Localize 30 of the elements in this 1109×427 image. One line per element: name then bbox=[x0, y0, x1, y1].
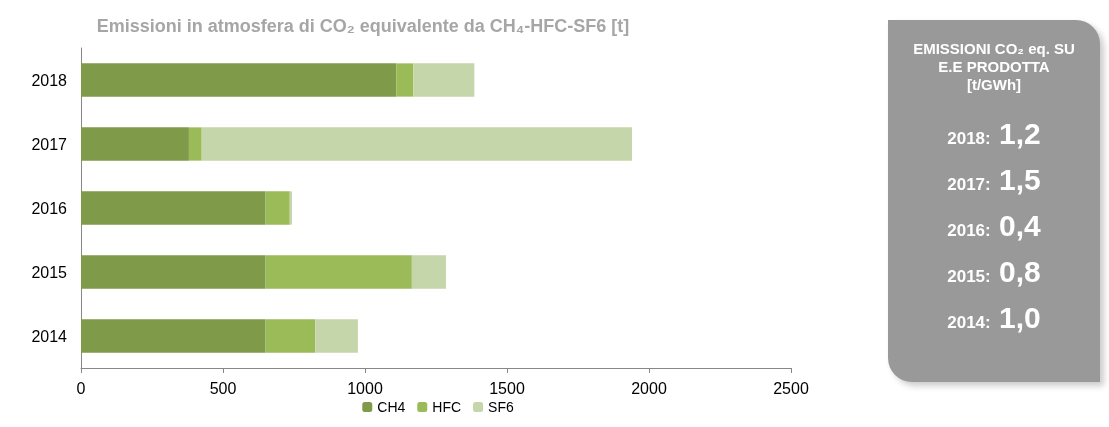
bar bbox=[265, 255, 412, 289]
bar bbox=[396, 63, 414, 97]
bar bbox=[81, 127, 189, 161]
bar bbox=[315, 319, 358, 353]
bar bbox=[81, 319, 266, 353]
bar bbox=[413, 63, 475, 97]
legend-label: HFC bbox=[432, 399, 462, 415]
bar bbox=[81, 63, 397, 97]
bar bbox=[81, 255, 266, 289]
y-tick-label: 2018 bbox=[31, 71, 68, 89]
bar bbox=[201, 127, 632, 161]
bar bbox=[188, 127, 202, 161]
bar bbox=[265, 191, 290, 225]
y-tick-label: 2016 bbox=[31, 199, 68, 217]
bar bbox=[411, 255, 446, 289]
x-tick-label: 1000 bbox=[347, 379, 383, 397]
x-tick-label: 500 bbox=[209, 379, 237, 397]
legend-label: CH4 bbox=[377, 399, 406, 415]
legend-label: SF6 bbox=[488, 399, 514, 415]
x-tick-label: 2000 bbox=[631, 379, 667, 397]
chart-title: Emissioni in atmosfera di CO₂ equivalente da CH₄-HFC-SF6 [t] bbox=[96, 16, 630, 36]
y-tick-label: 2015 bbox=[31, 263, 68, 281]
x-tick-label: 2500 bbox=[773, 379, 809, 397]
x-tick-label: 1500 bbox=[489, 379, 525, 397]
x-tick-label: 0 bbox=[76, 379, 86, 397]
y-tick-label: 2014 bbox=[31, 327, 68, 345]
bar bbox=[81, 191, 266, 225]
y-tick-label: 2017 bbox=[31, 135, 68, 153]
bar bbox=[265, 319, 316, 353]
note-card: EMISSIONI CO₂ eq. SU E.E PRODOTTA [t/GWh] 2018: 1,2 2017: 1,5 2016: 0,4 2015: 0,8 2014: 1,0 bbox=[888, 20, 1100, 382]
